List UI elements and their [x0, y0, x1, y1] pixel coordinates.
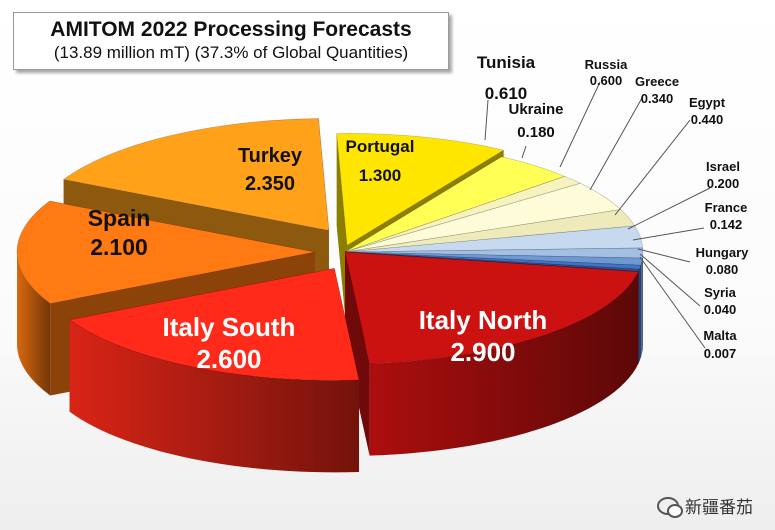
slice-wall-spain-0 [17, 252, 51, 396]
slice-label-france: France [705, 200, 748, 215]
leader-line-malta [639, 256, 706, 349]
chart-title-box: AMITOM 2022 Processing Forecasts (13.89 … [13, 12, 449, 70]
leader-line-ukraine [521, 145, 527, 159]
leader-line-israel [627, 187, 711, 230]
leader-line-tunisia [484, 99, 489, 141]
slice-turkey [62, 118, 330, 231]
slice-israel [344, 247, 644, 259]
slice-portugal [336, 133, 505, 246]
slice-value-tunisia: 0.610 [485, 84, 528, 103]
watermark: 新疆番茄 [657, 493, 753, 518]
slice-label-egypt: Egypt [689, 95, 726, 110]
leader-line-egypt [614, 119, 691, 216]
slice-italy-south [68, 268, 360, 381]
slice-malta [344, 251, 640, 272]
chat-bubble-icon [657, 496, 683, 518]
slice-label-syria: Syria [704, 285, 737, 300]
slice-italy-north [344, 251, 639, 364]
pie-top-layer [16, 118, 644, 381]
leader-lines [484, 81, 711, 349]
leader-line-france [632, 227, 705, 241]
slice-label-italy-north: Italy North [419, 305, 548, 335]
slice-cut-face-portugal-0 [336, 133, 348, 338]
slice-label-ukraine: Ukraine [508, 101, 563, 118]
slice-value-italy-north: 2.900 [450, 337, 515, 367]
slice-value-syria: 0.040 [704, 302, 737, 317]
slice-syria [344, 251, 640, 272]
slice-value-greece: 0.340 [641, 91, 674, 106]
slice-wall-syria-0 [638, 269, 640, 364]
slice-label-greece: Greece [635, 74, 679, 89]
slice-wall-italy-north-0 [369, 271, 639, 456]
slice-label-russia: Russia [585, 57, 628, 72]
slice-value-turkey: 2.350 [245, 173, 295, 195]
slice-value-spain: 2.100 [90, 234, 148, 260]
slice-label-hungary: Hungary [696, 245, 750, 260]
slice-value-israel: 0.200 [707, 176, 740, 191]
slice-tunisia [344, 156, 566, 253]
chart-title: AMITOM 2022 Processing Forecasts [50, 18, 412, 41]
slice-label-italy-south: Italy South [163, 312, 296, 342]
slice-label-malta: Malta [703, 328, 737, 343]
leader-line-russia [559, 81, 601, 168]
leader-line-syria [639, 253, 701, 307]
slice-label-portugal: Portugal [346, 137, 415, 156]
slice-label-israel: Israel [706, 159, 740, 174]
slice-wall-hungary-0 [639, 265, 641, 362]
leader-line-greece [589, 97, 643, 191]
slice-wall-france-0 [640, 258, 643, 358]
watermark-text: 新疆番茄 [685, 498, 753, 518]
slice-france [344, 251, 643, 266]
leader-line-hungary [637, 248, 691, 263]
slice-label-turkey: Turkey [238, 145, 303, 167]
slice-value-france: 0.142 [710, 217, 743, 232]
slice-value-ukraine: 0.180 [517, 124, 555, 141]
slice-wall-italy-south-0 [69, 319, 359, 473]
slice-value-portugal: 1.300 [359, 166, 402, 185]
slice-label-tunisia: Tunisia [477, 53, 536, 72]
slice-value-italy-south: 2.600 [196, 344, 261, 374]
slice-value-egypt: 0.440 [691, 112, 724, 127]
slice-hungary [344, 251, 642, 270]
slice-value-malta: 0.007 [704, 346, 737, 361]
slice-cut-face-italy-north-1 [345, 252, 370, 456]
slice-russia [344, 182, 622, 253]
slice-label-spain: Spain [88, 205, 151, 231]
slice-spain [16, 200, 316, 304]
slice-ukraine [344, 176, 582, 253]
chart-subtitle: (13.89 million mT) (37.3% of Global Quan… [53, 43, 409, 62]
slice-value-hungary: 0.080 [706, 262, 739, 277]
slice-value-russia: 0.600 [590, 73, 623, 88]
